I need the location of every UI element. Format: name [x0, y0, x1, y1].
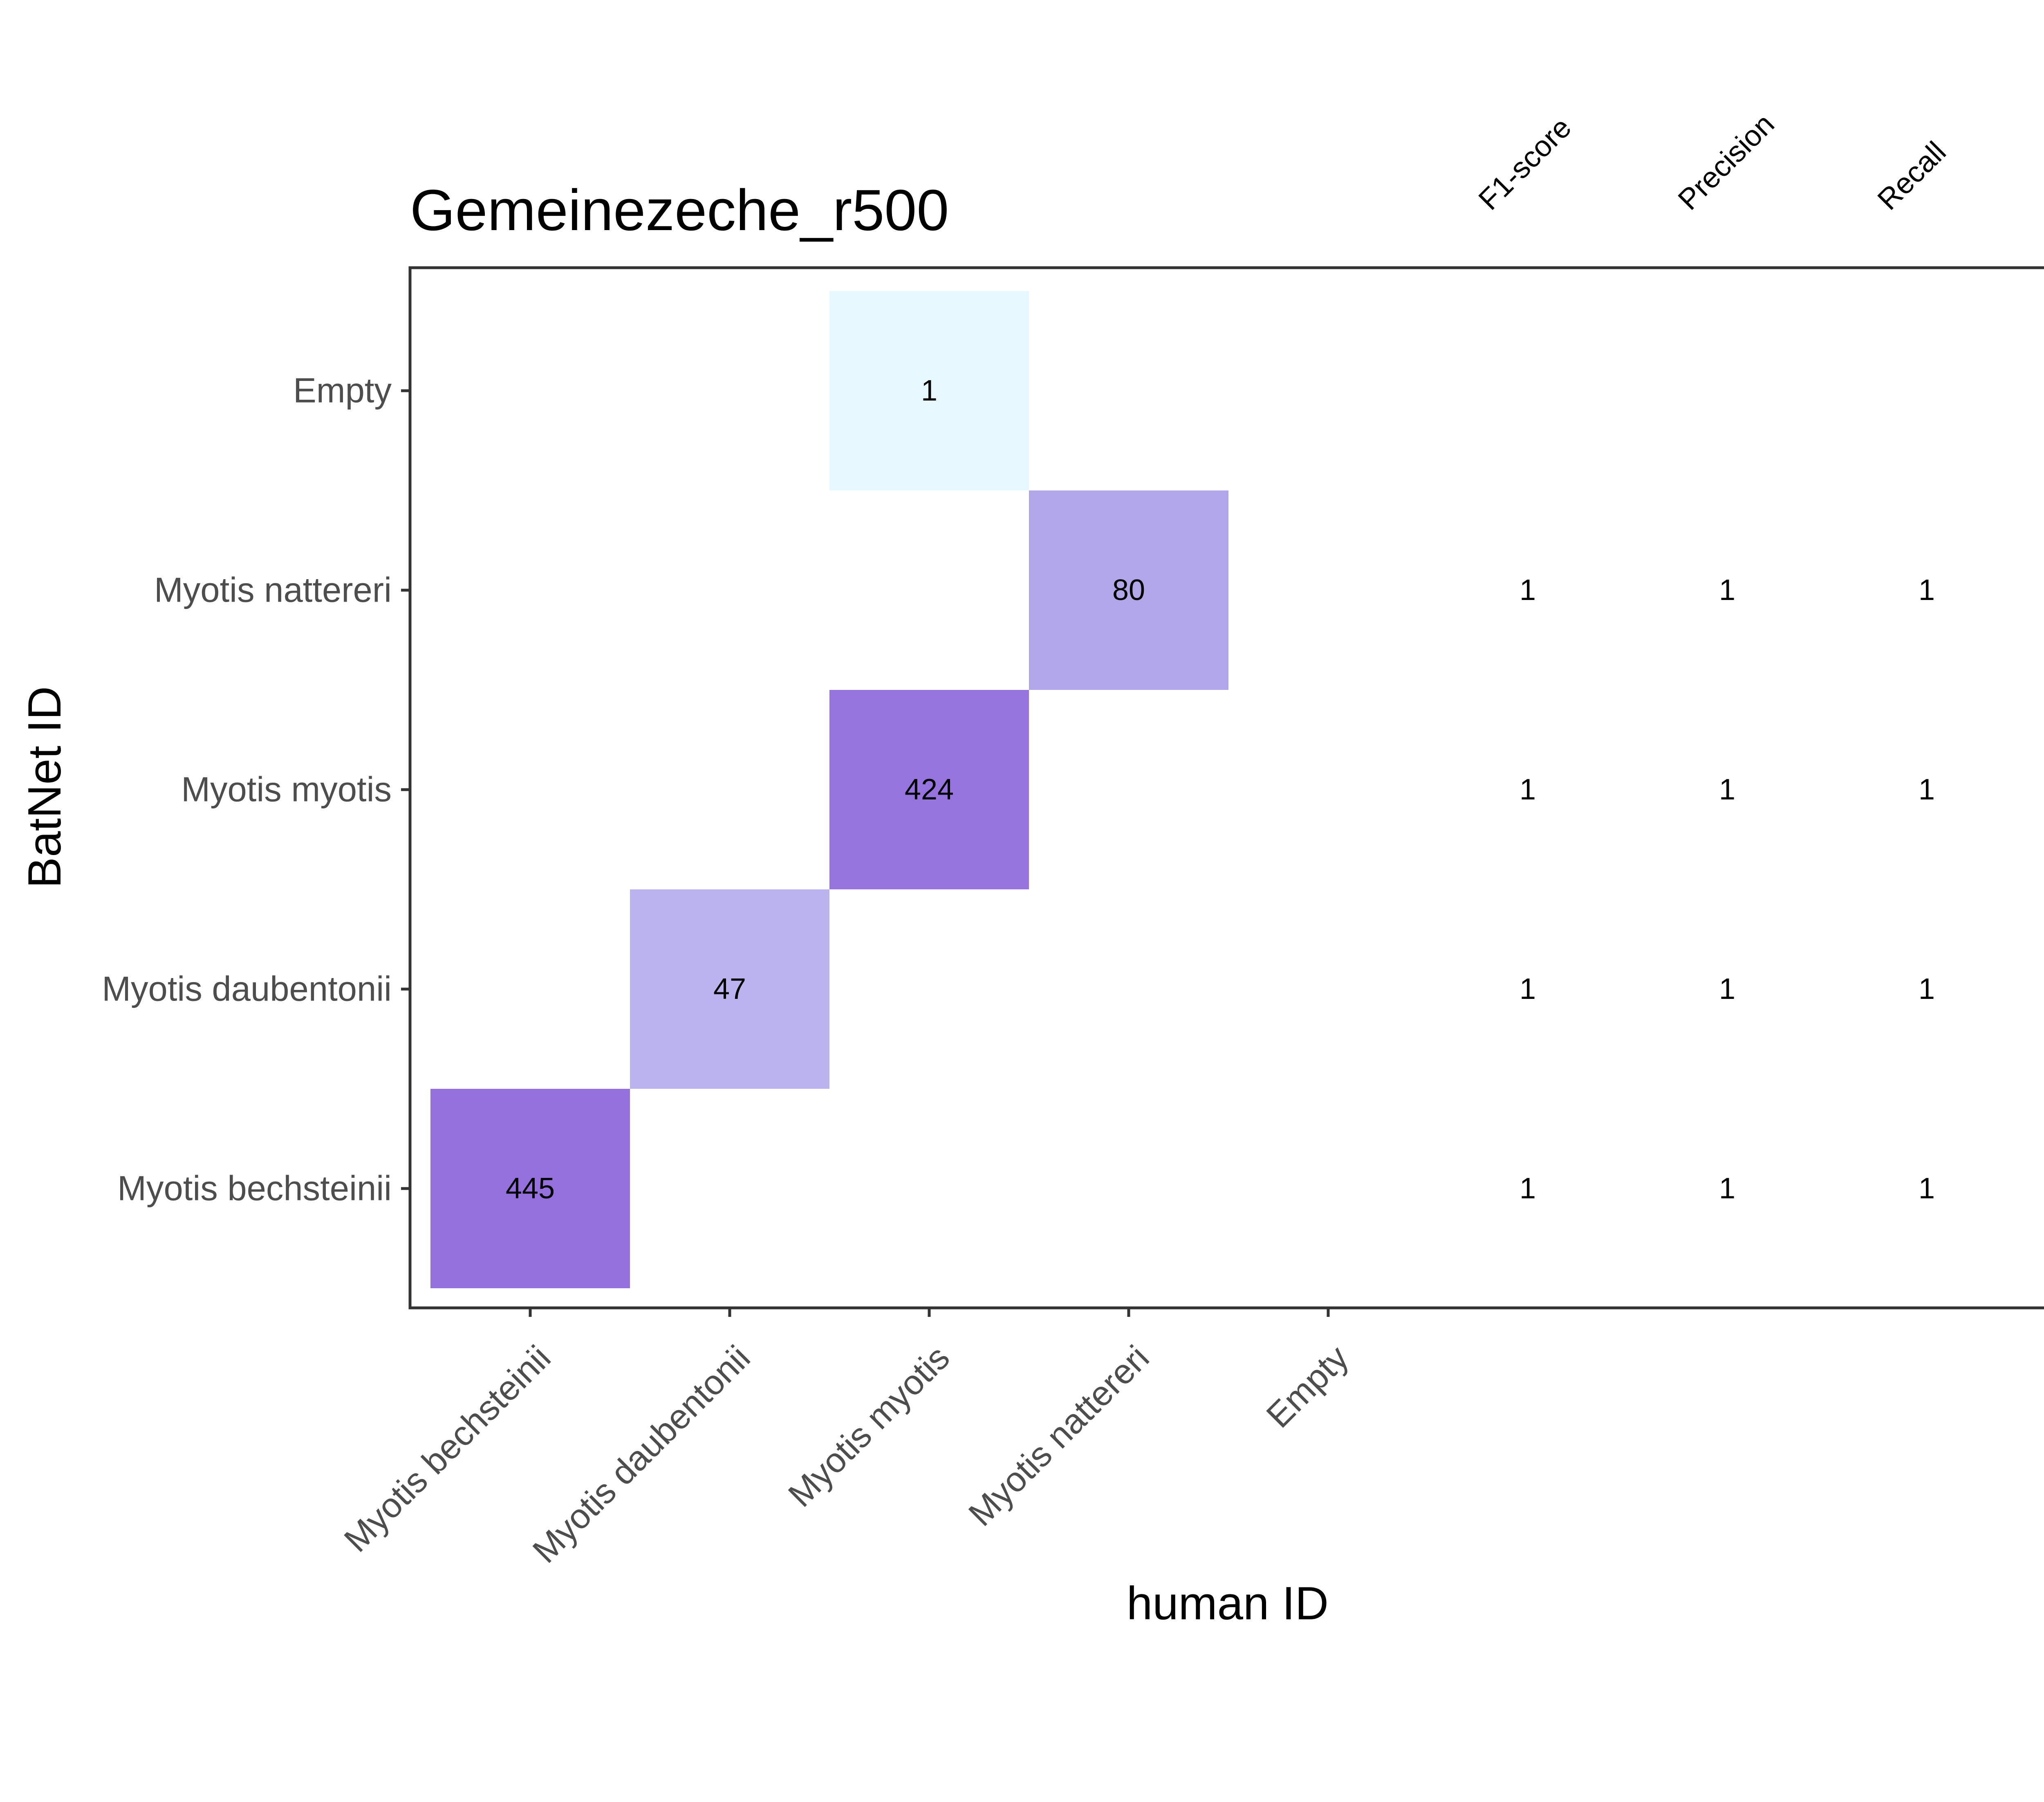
metric-value: 1	[1520, 1172, 1536, 1205]
plot-panel-border	[408, 266, 2044, 1310]
chart-title: Gemeinezeche_r500	[410, 178, 949, 243]
metric-header: F1-score	[1472, 111, 1578, 216]
metric-value: 1	[1918, 1172, 1935, 1205]
cell-value-label: 80	[1112, 574, 1145, 607]
y-axis-title: BatNet ID	[19, 686, 71, 888]
metric-value: 1	[1719, 773, 1735, 806]
heatmap-cell	[630, 889, 829, 1089]
metric-value: 1	[1719, 1172, 1735, 1205]
x-tick-label: Myotis daubentonii	[525, 1338, 758, 1570]
x-axis-title: human ID	[1127, 1578, 1329, 1630]
y-tick-label: Empty	[293, 372, 392, 410]
cell-value-label: 445	[506, 1172, 555, 1205]
y-tick-label: Myotis daubentonii	[102, 970, 392, 1009]
x-tick-label: Myotis myotis	[781, 1338, 957, 1514]
heatmap-cell	[1029, 490, 1228, 690]
metric-header: Recall	[1871, 135, 1952, 216]
metric-value: 1	[1520, 973, 1536, 1005]
metric-value: 1	[1520, 773, 1536, 806]
heatmap-cell	[829, 291, 1029, 490]
metric-value: 1	[1918, 574, 1935, 607]
cell-value-label: 424	[905, 773, 954, 806]
x-tick-label: Myotis nattereri	[961, 1338, 1156, 1533]
y-tick-label: Myotis myotis	[181, 770, 392, 809]
y-axis: Myotis bechsteinii Myotis daubentonii Myot…	[102, 372, 410, 1208]
heatmap-cell	[829, 690, 1029, 889]
x-tick-label: Myotis bechsteinii	[337, 1338, 558, 1560]
y-tick-label: Myotis bechsteinii	[117, 1169, 392, 1208]
x-tick-label: Empty	[1259, 1338, 1356, 1435]
metric-value: 1	[1719, 973, 1735, 1005]
cell-value-label: 1	[921, 374, 937, 407]
cell-value-label: 47	[713, 973, 746, 1005]
metric-value: 1	[1719, 574, 1735, 607]
heatmap-cell	[430, 1089, 630, 1288]
metric-header: Precision	[1672, 107, 1781, 216]
metric-value: 1	[1918, 773, 1935, 806]
y-tick-label: Myotis nattereri	[154, 571, 392, 610]
metric-value: 1	[1918, 973, 1935, 1005]
metrics-columns: F1-score Precision Recall 1 1 1 1 1 1 1 1 1 1 1 1	[1472, 107, 1952, 1205]
metric-value: 1	[1520, 574, 1536, 607]
